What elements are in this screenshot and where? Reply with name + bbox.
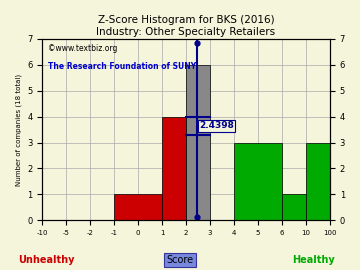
Text: Healthy: Healthy [292, 255, 334, 265]
Text: 2.4398: 2.4398 [199, 121, 234, 130]
Bar [234, 143, 282, 220]
Bar [162, 117, 186, 220]
Title: Z-Score Histogram for BKS (2016)
Industry: Other Specialty Retailers: Z-Score Histogram for BKS (2016) Industr… [96, 15, 276, 37]
Bar [114, 194, 162, 220]
Bar [282, 194, 306, 220]
Text: The Research Foundation of SUNY: The Research Foundation of SUNY [48, 62, 196, 71]
Bar [186, 65, 210, 220]
Bar [306, 143, 330, 220]
Text: ©www.textbiz.org: ©www.textbiz.org [48, 44, 117, 53]
Text: Score: Score [166, 255, 194, 265]
Text: Unhealthy: Unhealthy [19, 255, 75, 265]
Y-axis label: Number of companies (18 total): Number of companies (18 total) [15, 73, 22, 186]
